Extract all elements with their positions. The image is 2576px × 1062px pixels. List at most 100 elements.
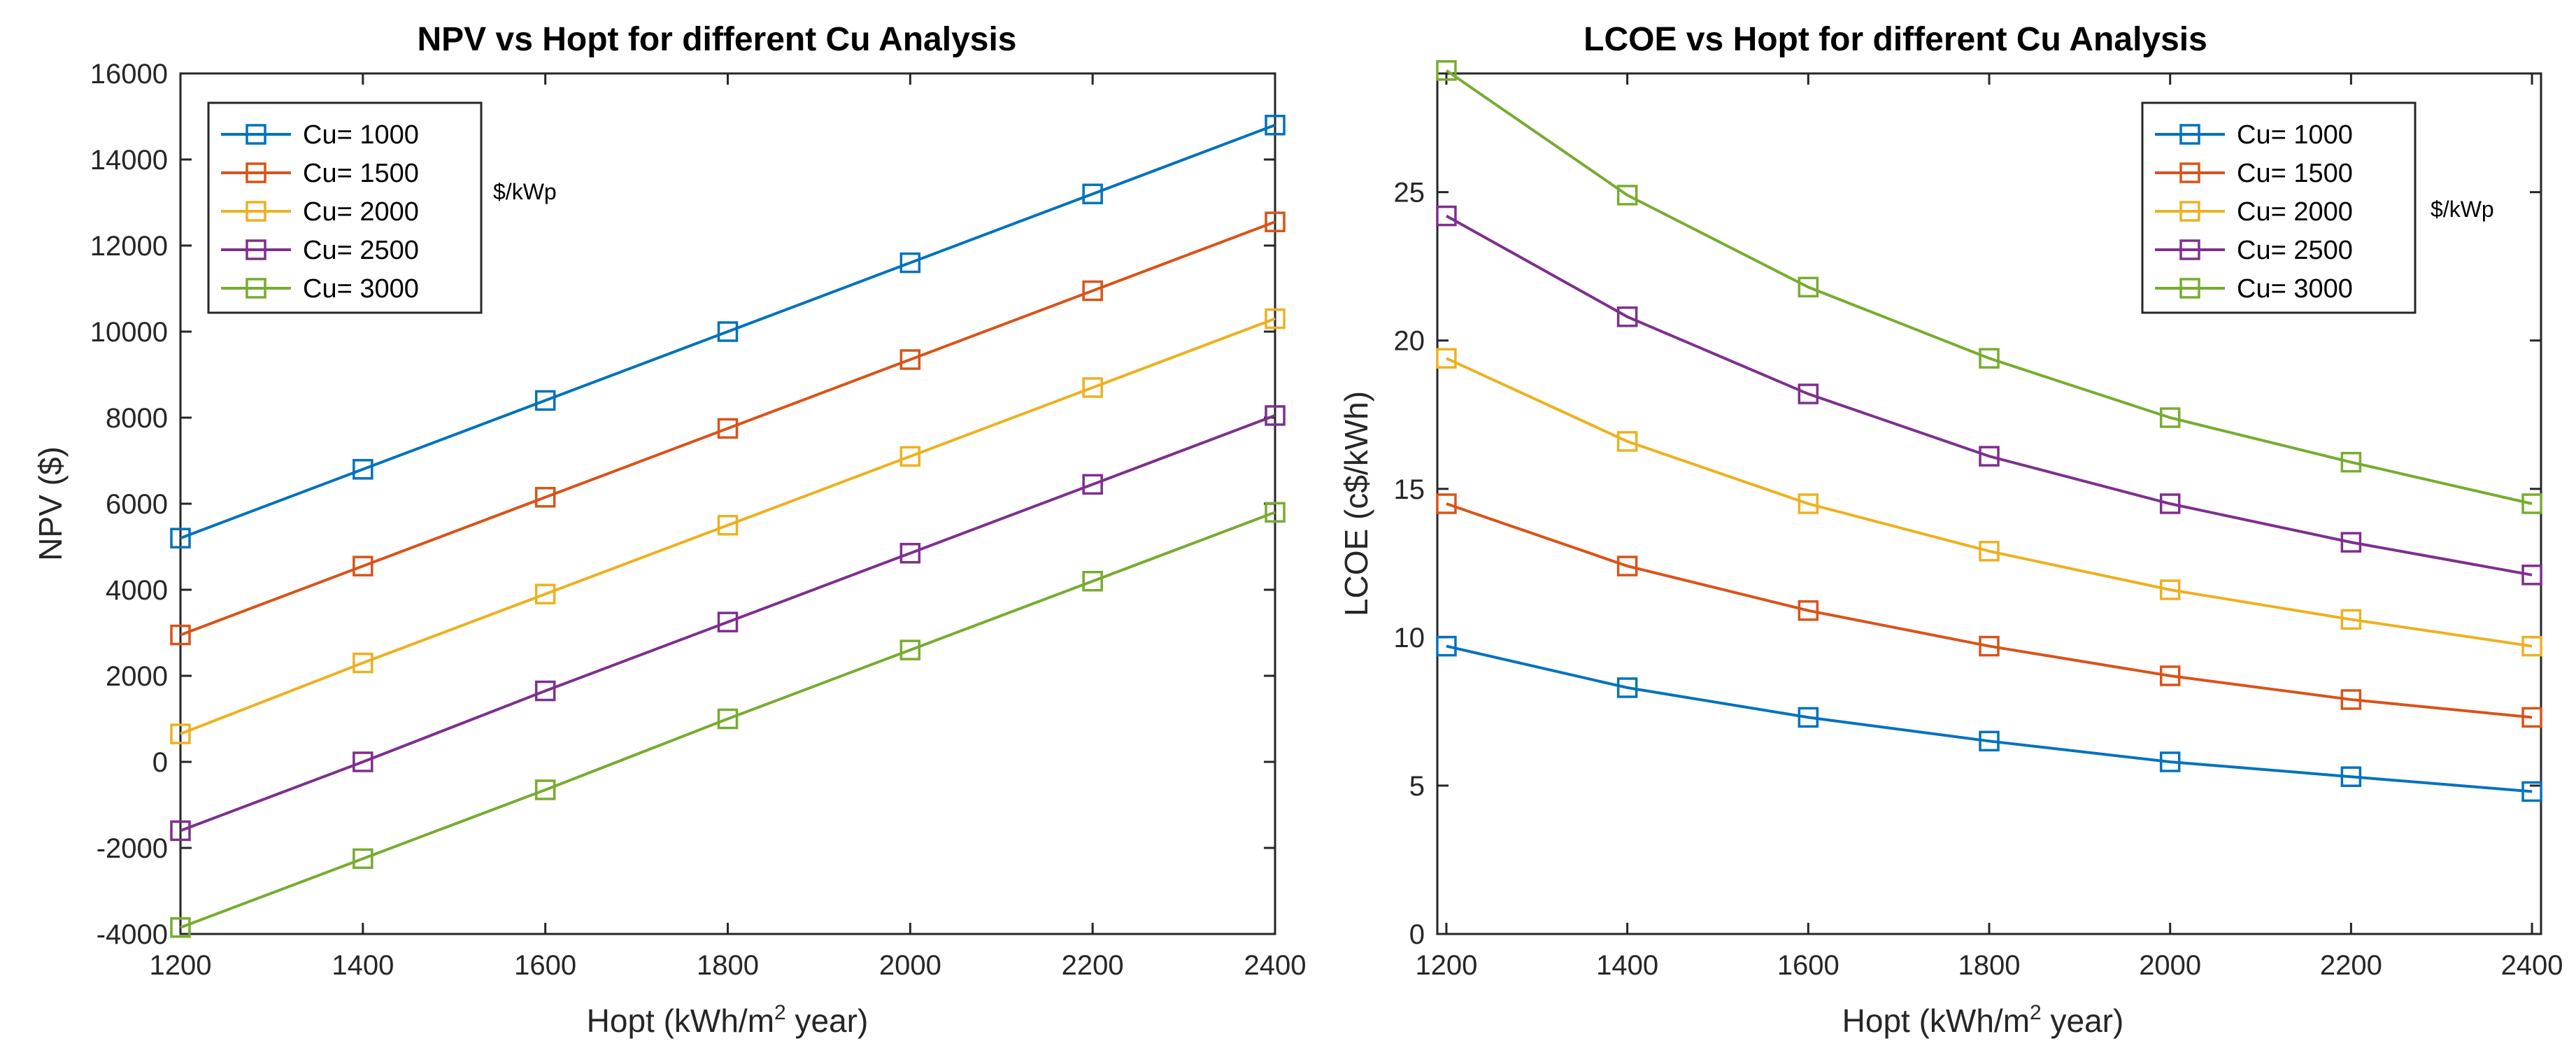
lcoe-data-point <box>2521 781 2542 802</box>
npv-chart-title: NPV vs Hopt for different Cu Analysis <box>417 21 1016 58</box>
npv-legend-swatch-marker <box>245 162 266 183</box>
lcoe-y-tick-label: 5 <box>1409 771 1425 802</box>
npv-y-tick-label: -4000 <box>97 919 168 950</box>
npv-legend-label: Cu= 3000 <box>303 274 419 304</box>
lcoe-y-axis-label: LCOE (c$/kWh) <box>1338 391 1374 616</box>
lcoe-data-point <box>2159 751 2181 772</box>
npv-y-axis-label: NPV ($) <box>32 446 69 561</box>
lcoe-y-ticks: 0 5 10 15 20 25 <box>1394 178 2541 950</box>
lcoe-data-point <box>2521 565 2542 586</box>
npv-data-point <box>1265 308 1286 330</box>
npv-x-tick-label: 2400 <box>1244 950 1307 981</box>
npv-data-point <box>899 349 921 370</box>
npv-series-line <box>180 414 1276 833</box>
lcoe-legend: Cu= 1000 Cu= 1500 Cu= 2000 Cu= 2500 Cu= 3000 <box>2141 101 2417 314</box>
lcoe-x-tick-label: 2200 <box>2320 950 2382 981</box>
lcoe-x-tick-label: 1800 <box>1958 950 2021 981</box>
lcoe-series-line <box>1446 644 2533 793</box>
npv-data-point <box>1265 502 1286 523</box>
npv-data-point <box>353 459 373 480</box>
lcoe-legend-swatch-marker <box>2179 124 2200 145</box>
lcoe-x-tick-label: 2000 <box>2139 950 2201 981</box>
npv-x-ticks: 1200 1400 1600 1800 2000 2200 2400 <box>150 73 1307 981</box>
lcoe-data-point <box>1979 446 2000 467</box>
npv-y-tick-label: 12000 <box>90 231 168 262</box>
lcoe-legend-swatch-marker <box>2179 278 2200 299</box>
npv-y-tick-label: 6000 <box>106 489 168 520</box>
npv-y-tick-label: 14000 <box>90 145 168 176</box>
npv-y-tick-label: 4000 <box>106 575 168 606</box>
npv-legend-item: Cu= 3000 <box>221 274 419 304</box>
npv-data-point <box>534 487 556 508</box>
npv-legend-label: Cu= 2000 <box>303 197 419 227</box>
npv-data-point <box>899 446 921 467</box>
npv-y-tick-label: -2000 <box>97 833 168 864</box>
npv-x-axis-label: Hopt (kWh/m2 year) <box>587 1001 869 1039</box>
npv-data-point <box>1082 280 1103 302</box>
lcoe-data-point <box>2340 451 2362 473</box>
npv-x-tick-label: 2200 <box>1062 950 1124 981</box>
lcoe-data-point <box>2521 493 2542 514</box>
lcoe-data-point <box>1436 348 1457 369</box>
lcoe-legend-label: Cu= 1500 <box>2237 159 2353 188</box>
npv-data-point <box>1082 377 1103 398</box>
lcoe-data-point <box>1979 348 2000 369</box>
npv-x-tick-label: 1800 <box>697 950 759 981</box>
npv-x-tick-label: 1400 <box>332 950 394 981</box>
lcoe-data-point <box>1979 635 2000 657</box>
npv-legend-box <box>207 101 483 314</box>
npv-data-point <box>534 390 556 411</box>
lcoe-legend-item: Cu= 2000 <box>2155 197 2353 227</box>
lcoe-data-point <box>2159 579 2181 600</box>
lcoe-data-point <box>2340 689 2362 710</box>
npv-data-point <box>899 639 921 660</box>
lcoe-data-point <box>1616 431 1638 452</box>
npv-data-point <box>717 321 739 342</box>
lcoe-data-point <box>1798 707 1819 728</box>
lcoe-x-tick-label: 1600 <box>1777 950 1840 981</box>
npv-legend: Cu= 1000 Cu= 1500 Cu= 2000 Cu= 2500 Cu= 3000 <box>207 101 483 314</box>
lcoe-y-tick-label: 20 <box>1394 326 1425 357</box>
npv-data-point <box>1082 570 1103 592</box>
npv-data-point <box>353 848 373 870</box>
lcoe-legend-swatch-marker <box>2179 239 2200 260</box>
lcoe-data-point <box>1616 555 1638 576</box>
npv-data-point <box>353 555 373 576</box>
lcoe-y-tick-label: 10 <box>1394 623 1425 653</box>
lcoe-data-point <box>1616 185 1638 206</box>
lcoe-data-point <box>1436 205 1457 227</box>
lcoe-chart: LCOE vs Hopt for different Cu Analysis 1… <box>1338 21 2563 1039</box>
lcoe-x-tick-label: 1200 <box>1415 950 1477 981</box>
npv-series-4 <box>170 405 1286 842</box>
npv-data-point <box>170 624 191 646</box>
npv-data-point <box>1265 405 1286 426</box>
lcoe-series-line <box>1446 502 2533 719</box>
lcoe-data-point <box>2159 665 2181 686</box>
lcoe-legend-label: Cu= 2500 <box>2237 236 2353 265</box>
lcoe-y-tick-label: 25 <box>1394 178 1425 208</box>
npv-data-point <box>534 779 556 800</box>
npv-series-line <box>180 123 1276 540</box>
npv-series-1 <box>170 115 1286 548</box>
lcoe-series-line <box>1445 214 2533 576</box>
lcoe-data-point <box>1798 276 1819 298</box>
lcoe-series-4 <box>1436 205 2542 586</box>
lcoe-data-point <box>1979 541 2000 562</box>
lcoe-data-point <box>1436 635 1457 657</box>
lcoe-data-point <box>1798 383 1819 404</box>
lcoe-data-point <box>1798 600 1819 621</box>
npv-chart: NPV vs Hopt for different Cu Analysis 12… <box>32 21 1306 1039</box>
lcoe-data-point <box>1436 60 1457 81</box>
npv-data-point <box>170 820 191 842</box>
lcoe-legend-box <box>2141 101 2417 314</box>
npv-legend-item: Cu= 1000 <box>221 120 419 150</box>
npv-data-point <box>1265 115 1286 136</box>
npv-x-tick-label: 1600 <box>514 950 576 981</box>
lcoe-legend-item: Cu= 1000 <box>2155 120 2353 150</box>
lcoe-data-point <box>2159 493 2181 514</box>
lcoe-series-group <box>1436 60 2542 802</box>
lcoe-legend-label: Cu= 2000 <box>2237 197 2353 227</box>
npv-legend-swatch-marker <box>245 278 266 299</box>
npv-data-point <box>534 680 556 702</box>
